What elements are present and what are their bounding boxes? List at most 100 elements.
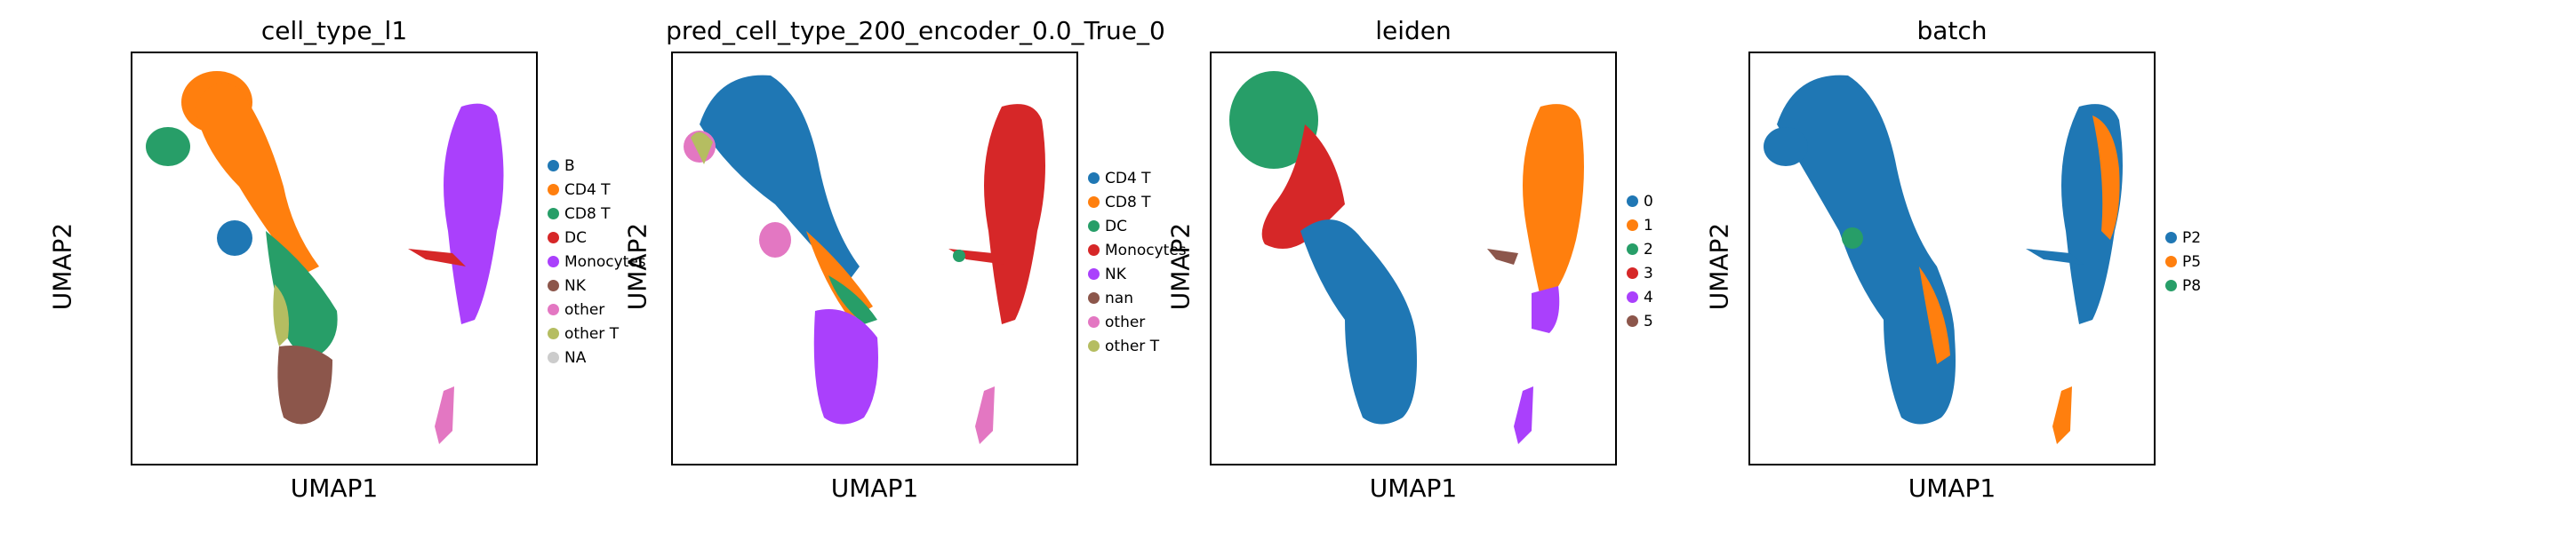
plot-title: pred_cell_type_200_encoder_0.0_True_0 <box>666 16 1165 45</box>
legend-item: NK <box>548 274 646 298</box>
legend-item: 2 <box>1627 237 1653 261</box>
cluster-4-small <box>1514 386 1533 444</box>
legend-marker <box>2165 280 2177 291</box>
legend-marker <box>548 256 559 267</box>
legend-label: P2 <box>2182 228 2202 247</box>
legend-marker <box>1088 220 1100 232</box>
legend-label: nan <box>1105 289 1133 307</box>
legend-marker <box>1627 243 1638 255</box>
legend-item: nan <box>1088 286 1187 310</box>
legend-item: CD8 T <box>548 202 646 226</box>
cluster-p5-band <box>1919 266 1950 364</box>
legend-item: 4 <box>1627 285 1653 309</box>
cluster-other-3 <box>975 386 995 444</box>
cluster-5 <box>1487 249 1518 265</box>
cluster-0 <box>1300 219 1417 425</box>
x-axis-label: UMAP1 <box>1369 473 1458 503</box>
legend-marker <box>1627 267 1638 279</box>
legend-label: 3 <box>1644 264 1653 282</box>
legend-label: 5 <box>1644 312 1653 330</box>
legend-item: CD8 T <box>1088 190 1187 214</box>
legend-item: P2 <box>2165 226 2201 250</box>
legend-marker <box>1088 172 1100 184</box>
legend-label: Monocytes <box>564 252 646 271</box>
legend-item: CD4 T <box>1088 166 1187 190</box>
y-axis-label: UMAP2 <box>622 222 652 311</box>
legend-label: P8 <box>2182 276 2202 295</box>
x-axis-label: UMAP1 <box>1908 473 1996 503</box>
cluster-nk <box>277 346 332 425</box>
legend-marker <box>1088 316 1100 328</box>
cluster-cd8t-left <box>146 127 190 166</box>
legend-label: other <box>564 300 605 319</box>
legend: P2 P5 P8 <box>2165 226 2201 298</box>
legend-label: 0 <box>1644 192 1653 211</box>
legend-label: 4 <box>1644 288 1653 306</box>
cluster-dc-3 <box>953 250 965 262</box>
legend-marker <box>1627 195 1638 207</box>
umap-panel-cell-type-l1: cell_type_l1 UMAP2 UMAP1 B CD4 T CD8 T D… <box>0 0 646 533</box>
cluster-dc <box>828 275 877 324</box>
x-axis-label: UMAP1 <box>830 473 919 503</box>
plot-area <box>1748 52 2156 465</box>
legend-item: 3 <box>1627 261 1653 285</box>
legend: B CD4 T CD8 T DC Monocytes NK other othe… <box>548 154 646 370</box>
legend: CD4 T CD8 T DC Monocytes NK nan other ot… <box>1088 166 1187 358</box>
plot-title: cell_type_l1 <box>260 16 408 45</box>
legend-label: NA <box>564 348 587 367</box>
legend-marker <box>1627 315 1638 327</box>
plot-title: batch <box>1916 16 1988 45</box>
legend-label: DC <box>564 228 587 247</box>
legend-marker <box>2165 232 2177 243</box>
cluster-other-t <box>273 284 289 346</box>
legend-item: 1 <box>1627 213 1653 237</box>
legend-item: other T <box>1088 334 1187 358</box>
legend-marker <box>1088 244 1100 256</box>
cluster-cd4t <box>700 75 860 284</box>
y-axis-label: UMAP2 <box>1165 222 1196 311</box>
cluster-2 <box>1229 71 1318 169</box>
cluster-cd4t-body <box>195 83 319 275</box>
legend-marker <box>1088 292 1100 304</box>
legend-item: CD4 T <box>548 178 646 202</box>
y-axis-label: UMAP2 <box>47 222 77 311</box>
cluster-dc <box>408 249 466 266</box>
cluster-1 <box>1523 104 1584 298</box>
cluster-p5-right <box>2092 115 2120 240</box>
legend-label: 1 <box>1644 216 1653 235</box>
legend-item: 5 <box>1627 309 1653 333</box>
cluster-p2-stripe <box>2026 249 2084 265</box>
legend-item: Monocytes <box>1088 238 1187 262</box>
legend-label: other T <box>1105 337 1160 355</box>
legend-label: DC <box>1105 217 1127 235</box>
legend-marker <box>548 232 559 243</box>
x-axis-label: UMAP1 <box>290 473 379 503</box>
legend: 0 1 2 3 4 5 <box>1627 189 1653 333</box>
legend-label: 2 <box>1644 240 1653 259</box>
legend-label: CD4 T <box>564 180 611 199</box>
legend-marker <box>548 304 559 315</box>
legend-item: DC <box>1088 214 1187 238</box>
legend-item: P5 <box>2165 250 2201 274</box>
umap-panel-leiden: leiden UMAP2 UMAP1 0 1 2 3 4 5 <box>1166 0 1742 533</box>
cluster-p5-small <box>2052 386 2072 444</box>
cluster-p2-left <box>1764 127 1808 166</box>
plot-area <box>671 52 1078 465</box>
legend-marker <box>548 160 559 171</box>
legend-item: other <box>548 298 646 322</box>
legend-item: NA <box>548 346 646 370</box>
legend-item: NK <box>1088 262 1187 286</box>
cluster-other-2 <box>759 222 791 258</box>
legend-marker <box>2165 256 2177 267</box>
legend-label: CD8 T <box>1105 193 1151 211</box>
legend-item: B <box>548 154 646 178</box>
legend-marker <box>1088 268 1100 280</box>
legend-label: CD4 T <box>1105 169 1151 187</box>
legend-label: B <box>564 156 575 175</box>
legend-marker <box>1627 219 1638 231</box>
legend-item: Monocytes <box>548 250 646 274</box>
legend-marker <box>548 328 559 339</box>
cluster-other <box>435 386 454 444</box>
legend-item: other <box>1088 310 1187 334</box>
legend-item: P8 <box>2165 274 2201 298</box>
